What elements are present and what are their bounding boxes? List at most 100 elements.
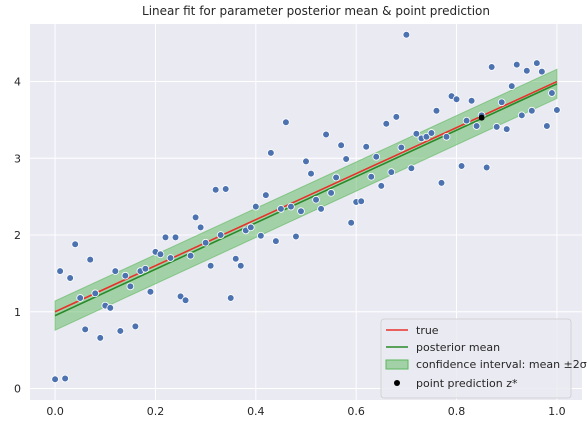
observation-point [257,231,265,240]
observation-point [362,142,371,151]
observation-point [342,155,350,163]
observation-point [211,185,220,194]
observation-point [302,157,310,166]
observation-point [216,231,225,239]
observation-point [538,67,546,76]
observation-point [282,118,290,127]
observation-point [121,271,130,280]
observation-point [297,207,305,216]
legend-true-label: true [416,324,439,337]
observation-point [412,129,421,138]
observation-point [543,122,551,130]
legend-prediction-swatch [394,380,400,386]
observation-point [272,237,280,245]
observation-point [206,261,215,270]
observation-point [457,162,466,170]
observation-point [517,111,526,120]
observation-point [221,185,230,193]
observation-point [141,264,150,273]
observation-point [472,122,481,130]
observation-point [452,95,461,103]
observation-point [317,205,325,213]
legend-band-swatch [385,359,409,370]
observation-point [61,374,69,383]
observation-point [201,238,210,247]
observation-point [176,292,185,301]
observation-point [267,149,275,157]
observation-point [96,334,105,342]
observation-point [116,327,125,335]
chart-title: Linear fit for parameter posterior mean … [142,4,490,18]
y-tick-label: 2 [14,229,21,242]
x-tick-label: 0.0 [46,405,64,418]
legend-band-label: confidence interval: mean ±2σ [416,358,587,371]
observation-point [357,197,366,206]
observation-point [131,322,140,331]
observation-point [462,116,471,125]
observation-point [327,189,335,197]
observation-point [387,168,396,176]
observation-point [487,63,496,71]
observation-point [186,251,195,260]
legend: true posterior mean confidence interval:… [380,318,587,399]
x-tick-label: 0.6 [347,405,365,418]
observation-point [553,106,561,114]
observation-point [442,133,451,141]
observation-points [51,30,561,384]
observation-point [236,261,245,270]
observation-point [166,254,175,262]
legend-prediction-label: point prediction z* [416,377,518,390]
observation-point [382,119,391,128]
observation-point [86,255,95,264]
observation-point [81,325,89,334]
observation-point [397,143,406,152]
observation-point [332,173,340,182]
observation-point [337,141,345,150]
observation-point [497,98,506,107]
observation-point [226,294,235,302]
legend-box [380,318,572,399]
observation-point [407,164,416,173]
observation-point [196,223,205,232]
observation-point [372,152,381,161]
x-tick-label: 0.4 [247,405,265,418]
y-tick-label: 1 [14,306,21,319]
observation-point [522,67,531,75]
y-tick-label: 4 [14,76,21,89]
observation-point [156,250,165,259]
x-tick-labels: 0.0 0.2 0.4 0.6 0.8 1.0 [46,405,565,418]
observation-point [247,223,255,232]
posterior-mean-line [54,83,558,317]
observation-point [502,125,511,133]
observation-point [66,274,74,282]
observation-point [146,288,155,296]
observation-point [528,106,536,115]
observation-point [482,163,491,172]
observation-point [307,169,315,178]
observation-point [507,82,516,90]
observation-point [71,240,79,249]
observation-point [492,123,501,131]
observation-point [56,267,64,275]
observation-point [367,172,376,181]
observation-point [262,191,270,199]
observation-point [437,179,446,187]
observation-point [377,182,386,190]
x-tick-label: 0.2 [147,405,165,418]
observation-point [126,282,135,291]
point-prediction-marker [478,114,485,121]
observation-point [76,294,84,302]
observation-point [51,375,59,384]
x-tick-label: 0.8 [448,405,466,418]
legend-mean-label: posterior mean [416,341,500,354]
observation-point [467,96,476,105]
observation-point [287,202,295,211]
observation-point [292,232,300,241]
observation-point [402,30,411,39]
observation-point [161,233,170,242]
observation-point [422,133,431,141]
y-tick-label: 0 [14,382,21,395]
observation-point [548,89,556,97]
observation-point [181,296,190,305]
observation-point [252,202,260,211]
